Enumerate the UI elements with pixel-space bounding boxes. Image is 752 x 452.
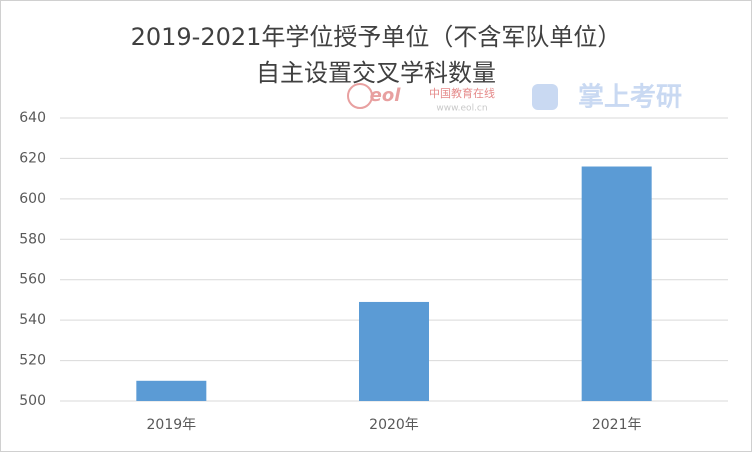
watermark: 中国教育在线 (429, 86, 495, 100)
y-tick-label: 540 (19, 312, 46, 328)
y-tick-label: 580 (19, 231, 46, 247)
y-tick-label: 600 (19, 191, 46, 207)
bar (359, 301, 429, 401)
y-tick-label: 640 (19, 110, 46, 126)
y-tick-label: 620 (19, 150, 46, 166)
y-tick-label: 500 (19, 393, 46, 409)
watermark-logo (347, 83, 373, 109)
watermark: 掌上考研 (578, 83, 682, 113)
y-tick-label: 560 (19, 272, 46, 288)
x-tick-label: 2020年 (369, 417, 419, 433)
y-tick-label: 520 (19, 353, 46, 369)
bar (581, 166, 652, 401)
chart-title: 2019-2021年学位授予单位（不含军队单位） (131, 23, 622, 51)
watermark: www.eol.cn (436, 104, 487, 114)
x-tick-label: 2021年 (592, 417, 642, 433)
chart-title: 自主设置交叉学科数量 (256, 59, 496, 87)
watermark-logo (532, 84, 558, 110)
bar (136, 380, 207, 401)
x-tick-label: 2019年 (147, 417, 197, 433)
watermark: eol (370, 85, 402, 106)
